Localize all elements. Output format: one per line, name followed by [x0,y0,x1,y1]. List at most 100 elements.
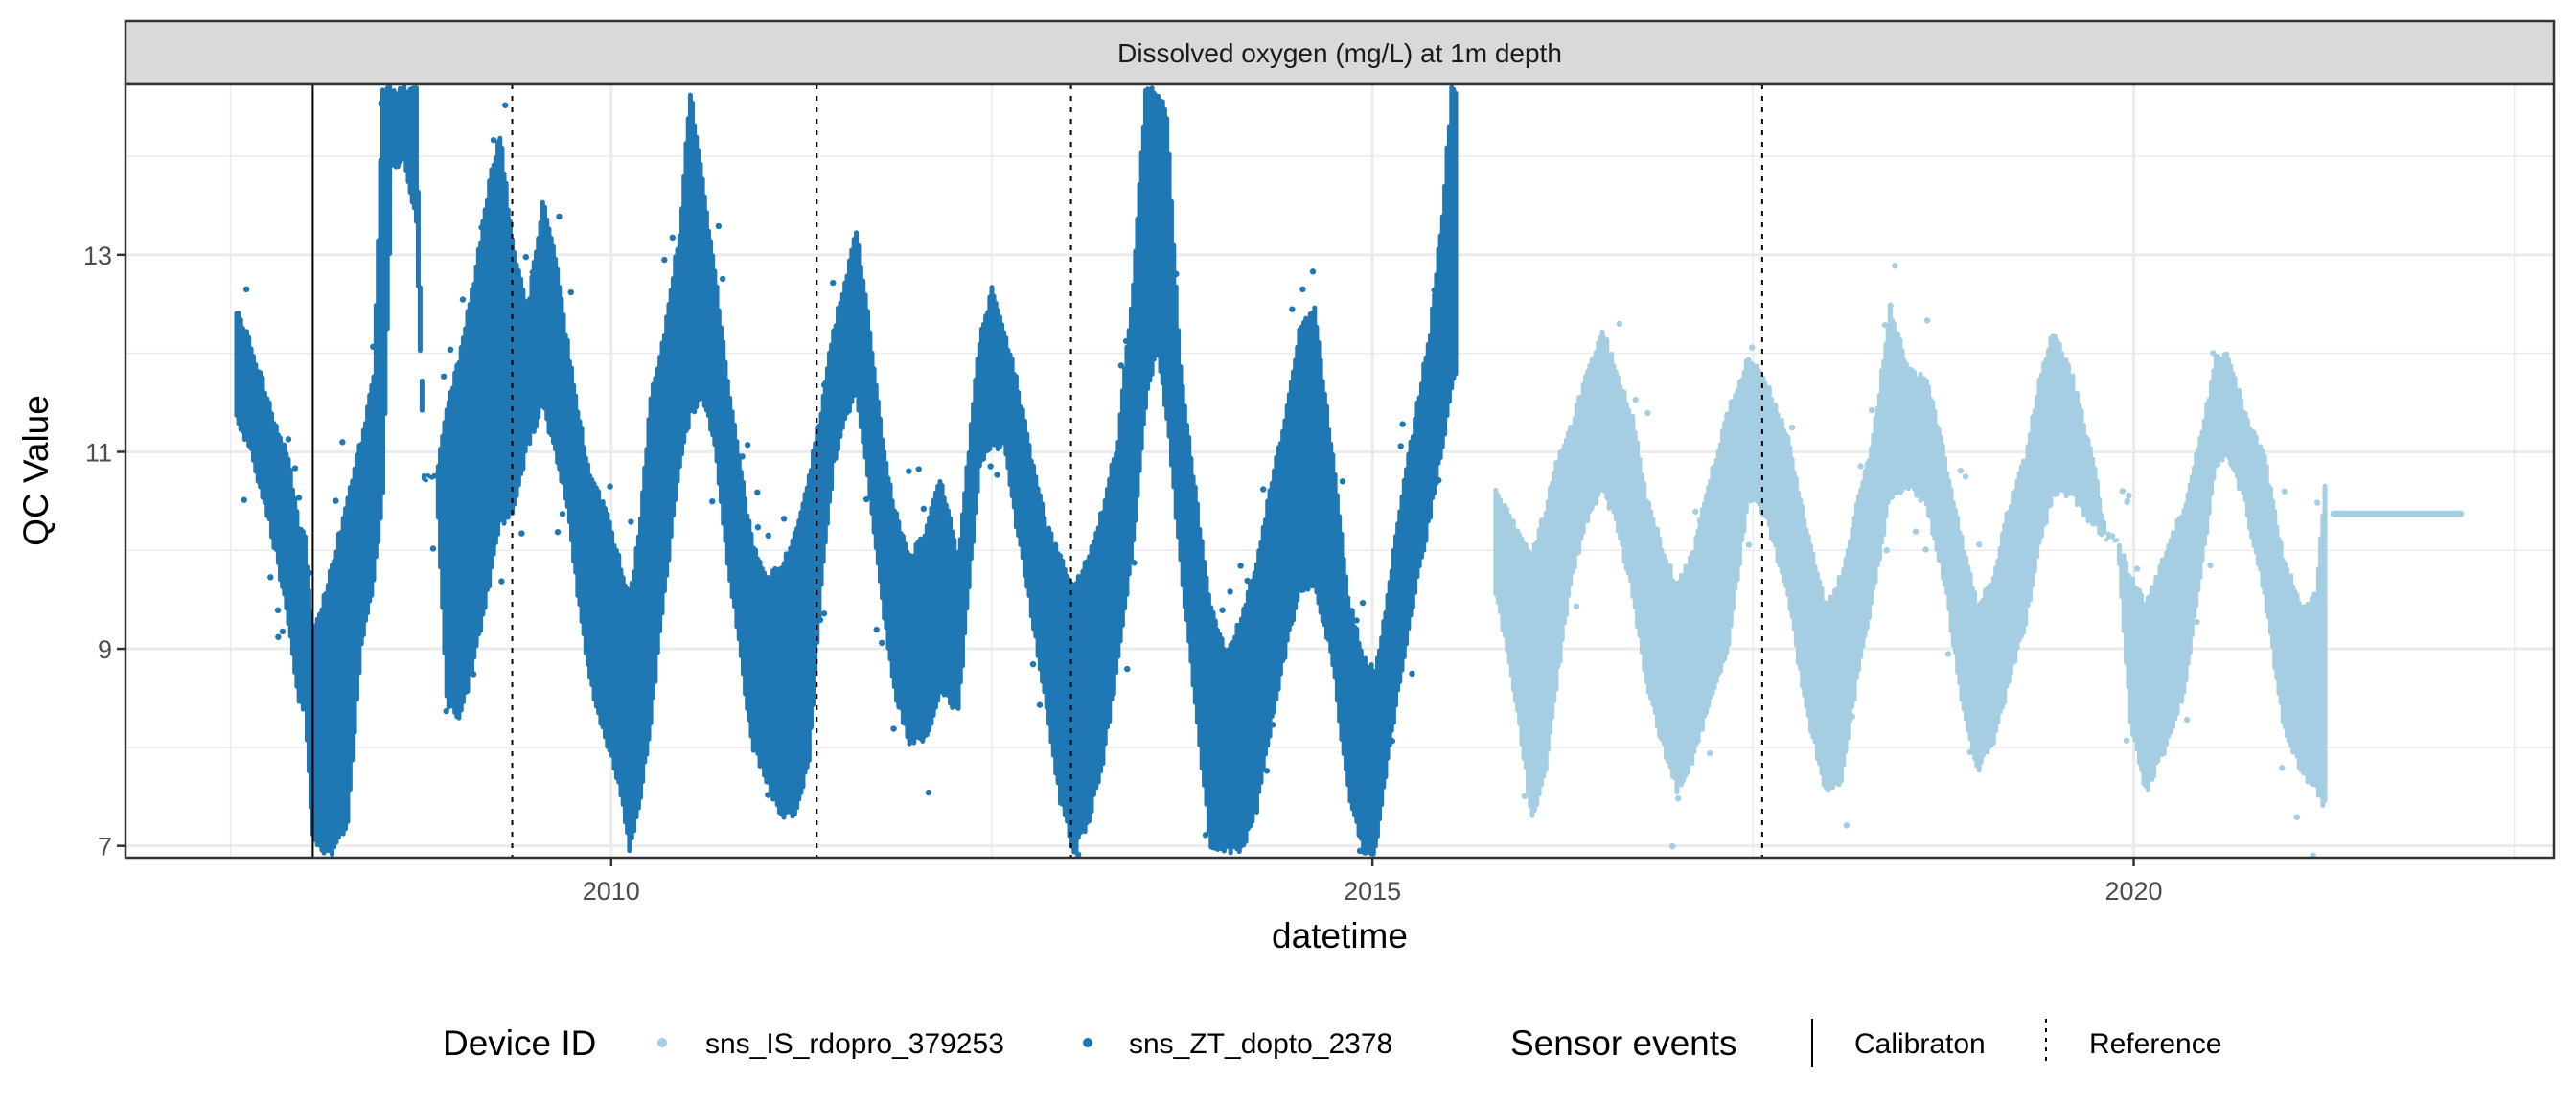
data-point [2330,510,2465,518]
data-point [267,574,274,581]
data-point [830,279,837,287]
legend-title-events: Sensor events [1510,1024,1737,1063]
facet-strip [124,19,2556,86]
data-point [279,628,287,635]
data-point [1788,424,1796,431]
data-point [1389,738,1396,745]
data-point [1616,320,1623,328]
data-point [669,234,677,242]
data-point [661,256,668,264]
data-point [241,496,247,503]
data-point [1117,362,1125,369]
data-point [2279,765,2286,771]
data-point [1289,306,1296,312]
data-point [628,518,634,525]
data-point [339,439,346,446]
data-point [1339,478,1346,485]
data-point [1237,563,1244,569]
data-point [518,530,525,537]
data-point [1436,477,1442,484]
data-point [2293,814,2301,820]
sensor-event-lines [311,84,1763,858]
x-axis: 2010 2015 2020 [583,858,2163,906]
data-point [754,524,762,531]
legend-label-device-1: sns_IS_rdopro_379253 [705,1028,1004,1060]
data-points [234,84,2465,867]
data-point [2119,488,2127,494]
data-point [1353,617,1360,624]
data-point [1962,473,1969,480]
data-point [2313,499,2321,506]
panel-border [124,82,2556,860]
legend-label-reference: Reference [2089,1028,2221,1060]
data-point [2281,488,2288,494]
data-point [470,671,477,678]
data-point [1976,541,1983,548]
data-point [1957,467,1965,474]
data-point [1675,794,1682,802]
data-point [1227,588,1233,595]
data-point [1868,406,1875,414]
data-point [744,442,751,448]
data-point [1944,651,1952,657]
data-point [443,707,449,715]
data-point [242,286,250,293]
data-point [1409,670,1415,678]
data-point [820,610,828,617]
data-point [1399,421,1406,427]
data-point [1397,443,1404,449]
data-point [607,483,613,490]
data-point [2322,483,2328,804]
legend-label-calibraton: Calibraton [1854,1028,1986,1060]
data-point [1300,286,1306,293]
data-point [1923,317,1931,324]
data-point [709,497,716,505]
data-point [879,639,886,647]
data-point [1124,665,1131,673]
data-point [291,465,299,472]
data-point [2194,618,2200,626]
y-axis: 7 9 11 13 [83,242,126,862]
data-point [440,373,448,380]
series-sns_ZT_dopto_2378 [234,84,1459,867]
data-point [2183,716,2191,724]
data-point [1922,546,1929,553]
data-point [1857,463,1864,470]
x-tick-label: 2015 [1344,877,1401,906]
data-point [1692,508,1699,516]
data-point [1887,302,1894,309]
data-point [1029,660,1037,668]
legend-key-dark-dot-icon [1083,1038,1092,1047]
data-point [816,616,824,624]
data-point [554,528,562,536]
data-point [2207,562,2214,569]
data-point [295,494,303,501]
data-point [1843,822,1851,829]
data-point [1749,344,1756,351]
data-point [2124,498,2130,506]
data-point [739,453,746,460]
x-tick-label: 2010 [583,877,640,906]
y-axis-title: QC Value [16,395,56,546]
data-point [333,497,339,504]
data-point [754,489,761,496]
data-point [1849,713,1855,720]
data-point [1270,722,1276,728]
legend: Device ID sns_IS_rdopro_379253 sns_ZT_do… [443,1019,2221,1067]
data-point [1912,528,1920,535]
y-tick-label: 9 [98,635,112,664]
data-point [1248,862,1254,867]
data-point [559,511,566,518]
data-point [890,725,897,732]
data-point [1036,702,1044,708]
data-point [780,516,788,522]
data-point [419,378,425,413]
data-point [417,285,423,354]
data-point [2133,565,2141,572]
data-point [873,626,880,633]
data-point [2126,492,2132,499]
x-axis-title: datetime [1272,916,1408,955]
legend-label-device-2: sns_ZT_dopto_2378 [1129,1028,1392,1060]
data-point [1892,263,1898,269]
